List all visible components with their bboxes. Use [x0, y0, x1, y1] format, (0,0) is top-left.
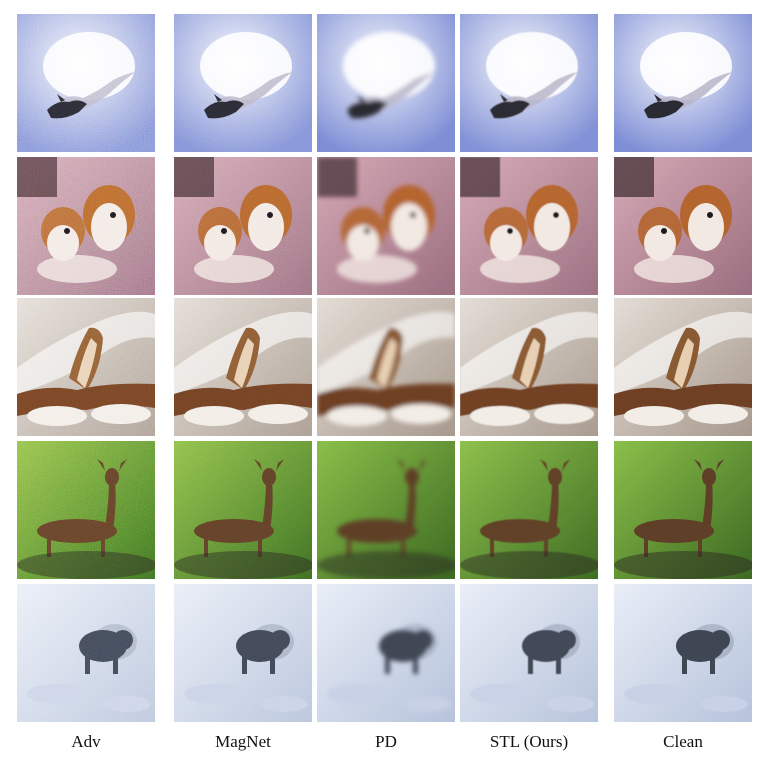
image-tile	[460, 298, 598, 436]
image-cell	[17, 14, 155, 152]
image-tile	[17, 298, 155, 436]
image-cell	[614, 584, 752, 722]
image-tile	[174, 584, 312, 722]
image-tile	[460, 14, 598, 152]
column-label-stl: STL (Ours)	[489, 732, 569, 751]
image-tile	[317, 298, 455, 436]
image-tile	[174, 14, 312, 152]
image-cell	[460, 584, 598, 722]
image-cell	[17, 298, 155, 436]
column-label-magnet: MagNet	[215, 732, 271, 751]
image-cell	[614, 441, 752, 579]
image-cell	[174, 441, 312, 579]
image-tile	[17, 157, 155, 295]
image-cell	[17, 441, 155, 579]
column-label-pd: PD	[375, 732, 397, 751]
image-cell	[460, 157, 598, 295]
column-label-adv: Adv	[71, 732, 101, 751]
column-label-clean: Clean	[663, 732, 703, 751]
image-cell	[17, 157, 155, 295]
image-cell	[460, 298, 598, 436]
image-cell	[17, 584, 155, 722]
image-cell	[317, 157, 455, 295]
image-cell	[174, 14, 312, 152]
image-tile	[17, 14, 155, 152]
image-tile	[614, 157, 752, 295]
image-tile	[614, 441, 752, 579]
image-cell	[174, 298, 312, 436]
image-tile	[460, 584, 598, 722]
image-cell	[317, 14, 455, 152]
image-tile	[614, 298, 752, 436]
image-cell	[614, 157, 752, 295]
image-cell	[317, 441, 455, 579]
image-cell	[614, 14, 752, 152]
image-tile	[174, 157, 312, 295]
image-tile	[317, 157, 455, 295]
image-tile	[174, 298, 312, 436]
image-tile	[614, 584, 752, 722]
image-tile	[317, 14, 455, 152]
image-cell	[174, 584, 312, 722]
image-cell	[317, 298, 455, 436]
image-tile	[460, 157, 598, 295]
image-cell	[460, 441, 598, 579]
image-cell	[317, 584, 455, 722]
image-tile	[17, 441, 155, 579]
image-cell	[614, 298, 752, 436]
image-tile	[614, 14, 752, 152]
image-cell	[460, 14, 598, 152]
image-tile	[317, 441, 455, 579]
image-cell	[174, 157, 312, 295]
image-tile	[317, 584, 455, 722]
image-tile	[174, 441, 312, 579]
image-tile	[17, 584, 155, 722]
image-tile	[460, 441, 598, 579]
